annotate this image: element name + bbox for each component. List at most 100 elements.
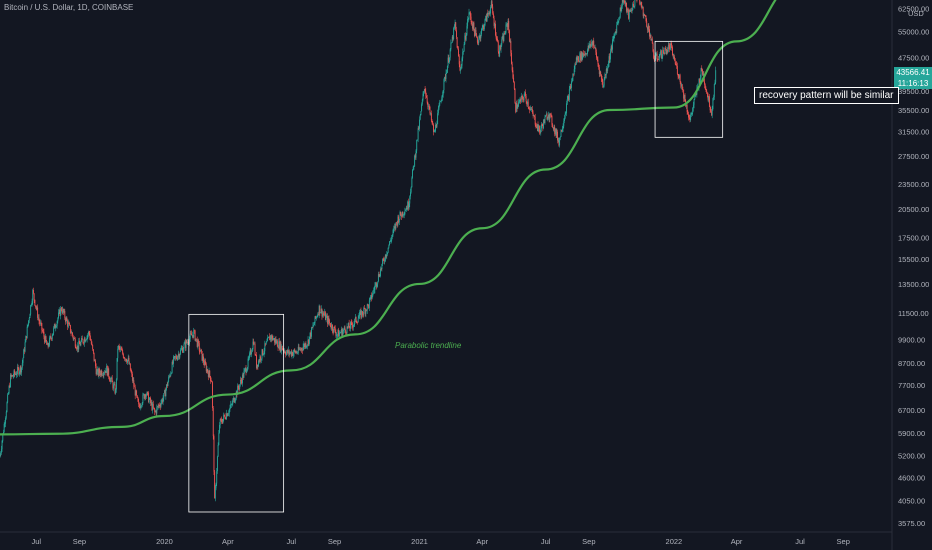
candle-body — [534, 116, 536, 125]
candle-body — [40, 322, 42, 324]
y-tick-label: 15500.00 — [898, 255, 929, 264]
candle-body — [143, 394, 145, 399]
candle-body — [165, 389, 167, 397]
candle-body — [258, 360, 259, 367]
candle-body — [472, 24, 473, 29]
candle-body — [350, 322, 352, 323]
x-tick-label: Sep — [837, 537, 850, 546]
candle-body — [18, 368, 20, 375]
candle-body — [350, 322, 351, 329]
candle-body — [181, 348, 183, 349]
candle-body — [364, 307, 365, 309]
x-tick-label: Jul — [286, 537, 296, 546]
candle-body — [35, 305, 36, 307]
candle-body — [74, 338, 76, 347]
candle-body — [473, 22, 475, 30]
candle-body — [75, 346, 77, 349]
candle-body — [338, 329, 340, 337]
highlight-box[interactable] — [654, 40, 724, 138]
candle-body — [45, 336, 47, 342]
candle-body — [503, 32, 505, 42]
candle-body — [21, 367, 23, 373]
candle-body — [474, 29, 476, 37]
candle-body — [201, 351, 203, 361]
candle-body — [118, 345, 120, 348]
candle-body — [380, 268, 381, 277]
candle-body — [358, 316, 360, 319]
candle-body — [322, 313, 324, 315]
candle-body — [702, 74, 704, 75]
candle-body — [226, 413, 227, 419]
candle-body — [600, 71, 602, 75]
candle-body — [394, 226, 396, 229]
candle-body — [178, 353, 180, 358]
candle-body — [292, 352, 294, 356]
candle-body — [591, 42, 593, 45]
candle-body — [97, 369, 99, 376]
candle-body — [257, 364, 259, 367]
candle-body — [354, 319, 356, 324]
candle-body — [113, 384, 115, 386]
highlight-box[interactable] — [188, 313, 285, 513]
candle-body — [180, 348, 182, 350]
candle-body — [430, 113, 432, 121]
candle-body — [361, 311, 363, 315]
candle-body — [490, 7, 492, 14]
candle-body — [268, 336, 270, 338]
candle-body — [449, 57, 450, 63]
candle-body — [122, 353, 124, 358]
candle-body — [427, 102, 429, 107]
candle-body — [20, 366, 22, 373]
candle-body — [691, 112, 693, 115]
candle-body — [383, 259, 385, 262]
candle-body — [39, 322, 41, 324]
candle-body — [419, 119, 420, 129]
candle-body — [59, 310, 61, 316]
candle-body — [465, 35, 466, 40]
candle-body — [425, 91, 427, 96]
candle-body — [607, 67, 609, 71]
candle-body — [306, 346, 308, 348]
candle-body — [305, 343, 307, 348]
candle-body — [692, 104, 694, 109]
candle-body — [124, 358, 126, 360]
candle-body — [48, 345, 50, 347]
candle-body — [195, 338, 197, 341]
candle-body — [601, 79, 603, 82]
candle-body — [281, 345, 282, 352]
candle-body — [426, 95, 427, 98]
candle-body — [78, 341, 80, 344]
candle-body — [550, 113, 551, 115]
candle-body — [512, 70, 514, 78]
candle-body — [347, 326, 349, 328]
x-tick-label: 2022 — [666, 537, 683, 546]
candle-body — [504, 32, 505, 35]
candle-body — [290, 351, 292, 353]
candle-body — [478, 38, 480, 43]
candle-body — [244, 369, 246, 372]
candle-body — [336, 334, 338, 336]
candle-body — [366, 304, 368, 311]
candle-body — [2, 433, 4, 441]
parabolic-trendline[interactable] — [0, 0, 800, 436]
candle-body — [667, 50, 669, 52]
candle-body — [200, 349, 202, 352]
y-tick-label: 4050.00 — [898, 497, 925, 506]
candle-body — [15, 373, 17, 376]
candle-body — [431, 120, 433, 123]
candle-body — [674, 56, 676, 61]
candle-body — [572, 73, 574, 81]
candle-body — [144, 394, 146, 399]
candle-body — [369, 297, 371, 301]
candle-body — [46, 343, 48, 345]
candle-body — [116, 358, 118, 380]
candle-body — [619, 7, 621, 18]
candle-body — [442, 90, 444, 95]
candle-body — [686, 104, 688, 112]
candle-body — [54, 324, 56, 329]
candle-body — [190, 333, 192, 335]
candle-body — [435, 124, 436, 132]
candle-body — [290, 351, 292, 356]
candle-body — [658, 56, 660, 60]
